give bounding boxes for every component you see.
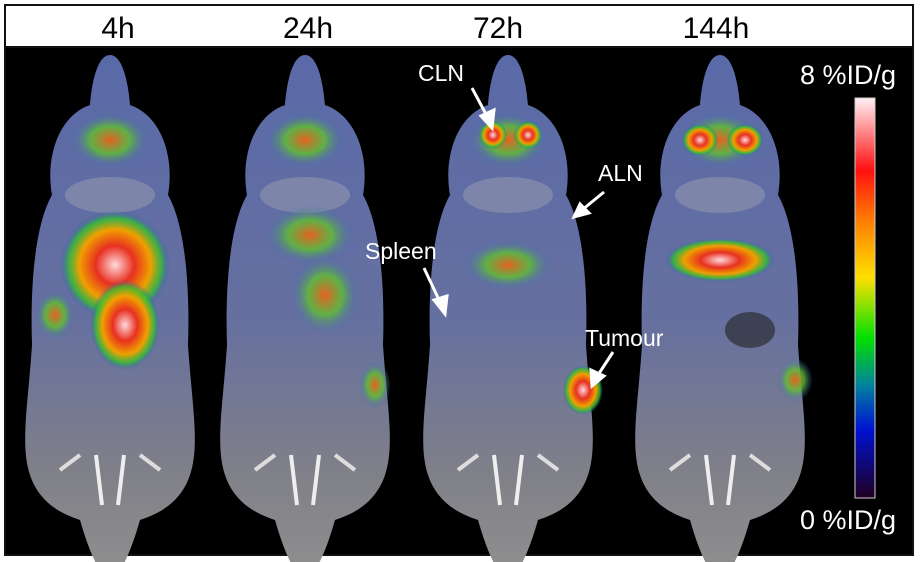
annotation-aln: ALN (598, 160, 643, 186)
colorbar-min-label: 0 %ID/g (800, 505, 897, 535)
colorbar (854, 97, 876, 499)
timepoint-label: 72h (472, 12, 524, 45)
mouse-4h (23, 53, 197, 562)
timepoint-label: 24h (282, 12, 334, 45)
timepoint-header: 4h 24h 72h 144h (6, 6, 912, 48)
annotation-tumour: Tumour (585, 325, 664, 351)
annotation-spleen: Spleen (365, 238, 437, 264)
mouse-72h (421, 53, 603, 562)
annotation-arrows (422, 87, 615, 390)
colorbar-max-label: 8 %ID/g (800, 60, 897, 90)
timepoint-label: 4h (101, 12, 135, 45)
mouse-144h (633, 53, 813, 562)
timepoint-label: 144h (682, 12, 750, 45)
annotation-cln: CLN (418, 60, 465, 86)
mouse-24h (218, 53, 392, 562)
